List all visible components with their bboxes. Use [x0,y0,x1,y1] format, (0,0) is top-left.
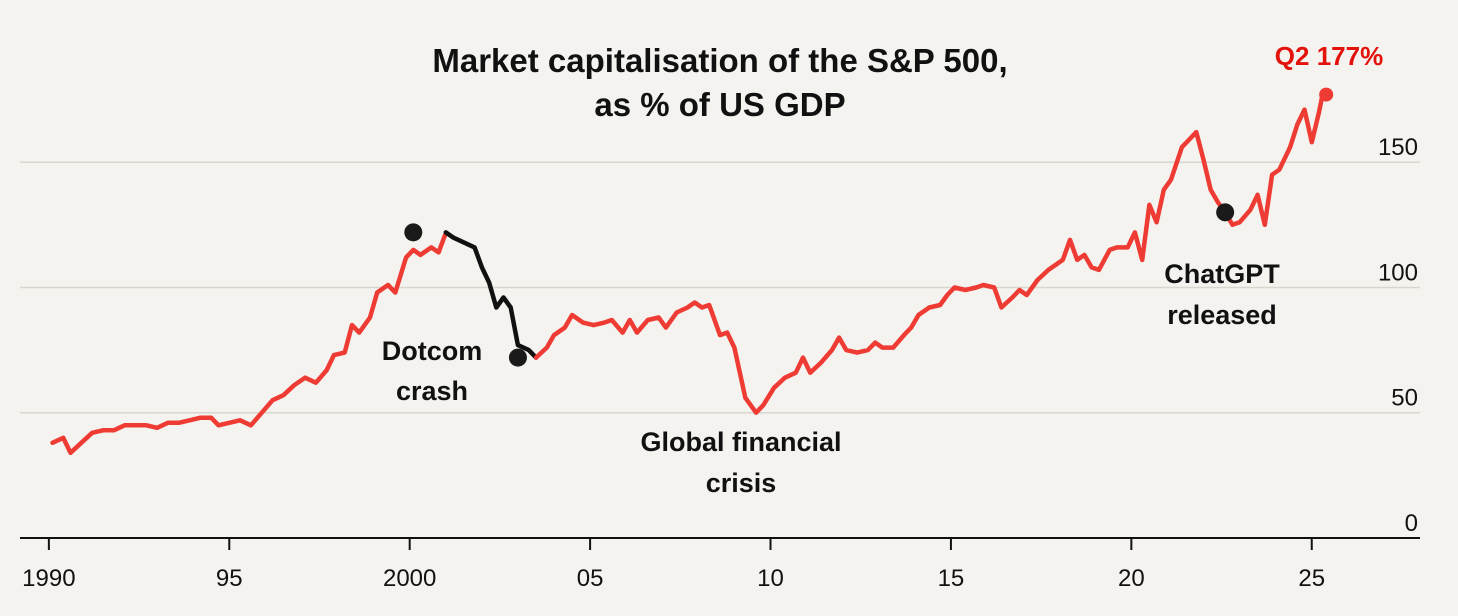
y-tick-label-100: 100 [1378,259,1418,286]
y-tick-label-50: 50 [1391,385,1418,412]
x-tick-label-1990: 1990 [22,565,75,592]
x-tick-label-2000: 2000 [383,565,436,592]
marker-chatgpt [1216,203,1235,222]
annotation-dotcom-line1: Dotcom [382,336,483,366]
marker-latest-value [1319,87,1334,102]
series-line-dotcom-crash [443,230,539,360]
annotation-chatgpt-line1: ChatGPT [1164,259,1280,289]
event-markers [404,87,1334,367]
gridlines [20,161,1420,414]
x-tick-label-20: 20 [1118,565,1145,592]
marker-dotcom-trough [508,348,527,367]
chart-title: Market capitalisation of the S&P 500, [432,42,1007,79]
x-tick-label-05: 05 [577,565,604,592]
annotation-gfc-line2: crisis [706,468,777,498]
x-tick-label-15: 15 [938,565,965,592]
chart-subtitle: as % of US GDP [594,86,845,123]
x-tick-label-95: 95 [216,565,243,592]
y-axis-ticks: 0 50 100 150 [1378,134,1418,537]
series-line-2003-2025 [533,92,1325,415]
y-tick-label-150: 150 [1378,134,1418,161]
x-tick-label-25: 25 [1298,565,1325,592]
annotation-peak-value: Q2 177% [1275,41,1383,71]
marker-dotcom-peak [404,223,423,242]
x-tick-label-10: 10 [757,565,784,592]
annotation-chatgpt-line2: released [1167,300,1277,330]
y-tick-label-0: 0 [1405,510,1418,537]
series-lines [50,92,1325,456]
x-axis-ticks: 1990 95 2000 05 10 15 20 25 [22,538,1325,592]
series-line-1990-2000 [50,232,448,456]
annotation-dotcom-line2: crash [396,376,468,406]
annotation-gfc-line1: Global financial [640,427,841,457]
